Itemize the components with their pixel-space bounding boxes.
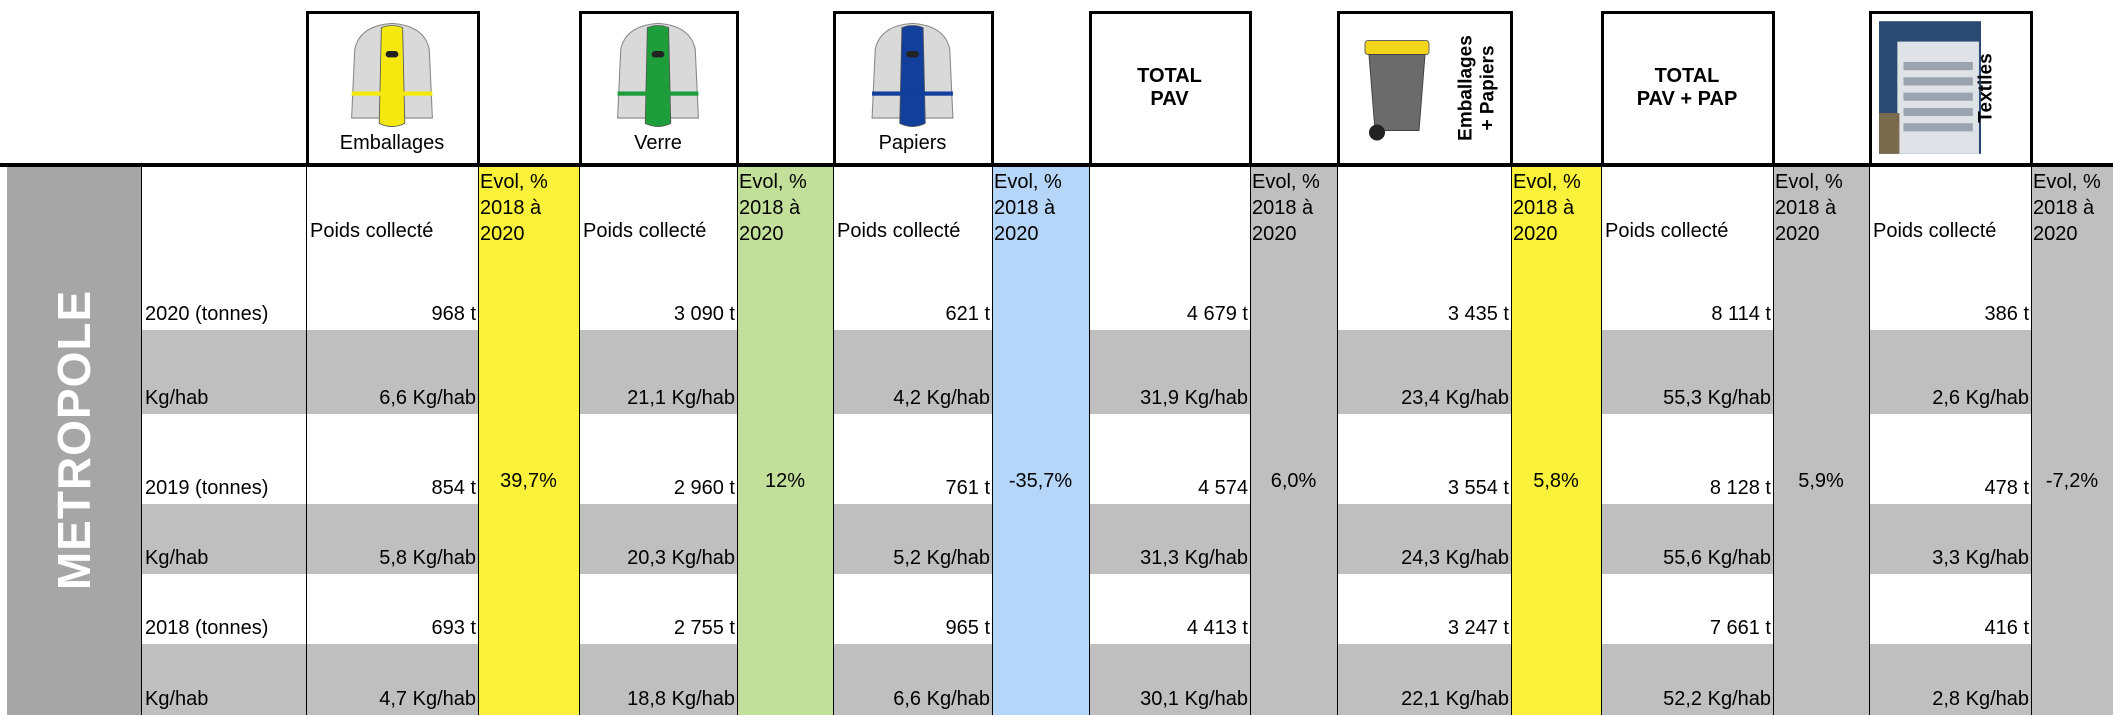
value: 2 755 t (579, 574, 737, 644)
value: 854 t (306, 414, 478, 504)
row-label: 2018 (tonnes) (141, 574, 306, 644)
icon (331, 17, 453, 134)
value: 416 t (1869, 574, 2031, 644)
value: 8 128 t (1601, 414, 1773, 504)
value: 55,3 Kg/hab (1601, 330, 1773, 414)
value: 6,6 Kg/hab (833, 644, 992, 715)
value: 20,3 Kg/hab (579, 504, 737, 574)
weight-label: Poids collecté (306, 164, 478, 247)
header-label: Papiers (833, 132, 992, 160)
evol-value: 6,0% (1250, 247, 1337, 715)
weight-label: Poids collecté (579, 164, 737, 247)
weight-label: Poids collecté (833, 164, 992, 247)
value: 478 t (1869, 414, 2031, 504)
icon (1879, 21, 1981, 154)
value: 2,6 Kg/hab (1869, 330, 2031, 414)
evol-value: 39,7% (478, 247, 579, 715)
region-text: METROPOLE (47, 289, 101, 589)
icon (604, 17, 712, 134)
icon-graphic (858, 17, 967, 134)
row-label: 2020 (tonnes) (141, 247, 306, 330)
page: { "region": "METROPOLE", "row_labels": [… (0, 0, 2113, 715)
value: 3 554 t (1337, 414, 1511, 504)
value: 4 679 t (1089, 247, 1250, 330)
value: 761 t (833, 414, 992, 504)
header-rule (0, 163, 2113, 167)
evol-header: Evol, % 2018 à 2020 (1250, 164, 1337, 247)
evol-header: Evol, % 2018 à 2020 (992, 164, 1089, 247)
value: 968 t (306, 247, 478, 330)
value: 23,4 Kg/hab (1337, 330, 1511, 414)
value: 965 t (833, 574, 992, 644)
evol-header: Evol, % 2018 à 2020 (2031, 164, 2113, 247)
region-label: METROPOLE (7, 164, 141, 715)
icon-graphic (1347, 21, 1447, 154)
evol-header: Evol, % 2018 à 2020 (1511, 164, 1601, 247)
value: 2,8 Kg/hab (1869, 644, 2031, 715)
evol-value: -7,2% (2031, 247, 2113, 715)
value: 3 435 t (1337, 247, 1511, 330)
value: 18,8 Kg/hab (579, 644, 737, 715)
icon-graphic (604, 17, 712, 134)
header-label: Emballages (306, 132, 478, 160)
header-label: TOTAL PAV + PAP (1601, 11, 1773, 164)
value: 4 413 t (1089, 574, 1250, 644)
icon (1347, 21, 1447, 154)
value: 4 574 (1089, 414, 1250, 504)
value: 24,3 Kg/hab (1337, 504, 1511, 574)
value: 21,1 Kg/hab (579, 330, 737, 414)
value: 22,1 Kg/hab (1337, 644, 1511, 715)
weight-label: Poids collecté (1869, 164, 2031, 247)
value: 6,6 Kg/hab (306, 330, 478, 414)
value: 30,1 Kg/hab (1089, 644, 1250, 715)
row-label: Kg/hab (141, 504, 306, 574)
value: 5,2 Kg/hab (833, 504, 992, 574)
weight-label: Poids collecté (1601, 164, 1773, 247)
evol-header: Evol, % 2018 à 2020 (478, 164, 579, 247)
value: 31,9 Kg/hab (1089, 330, 1250, 414)
row-label: Kg/hab (141, 330, 306, 414)
row-label: Kg/hab (141, 644, 306, 715)
evol-header: Evol, % 2018 à 2020 (737, 164, 833, 247)
header-label: Emballages + Papiers (1455, 16, 1503, 159)
value: 4,2 Kg/hab (833, 330, 992, 414)
value: 3 090 t (579, 247, 737, 330)
header-label: TOTAL PAV (1089, 11, 1250, 164)
value: 3 247 t (1337, 574, 1511, 644)
value: 4,7 Kg/hab (306, 644, 478, 715)
header-label: Verre (579, 132, 737, 160)
value: 2 960 t (579, 414, 737, 504)
value: 386 t (1869, 247, 2031, 330)
value: 31,3 Kg/hab (1089, 504, 1250, 574)
header-label: Textiles (1975, 16, 2023, 159)
value: 52,2 Kg/hab (1601, 644, 1773, 715)
value: 621 t (833, 247, 992, 330)
evol-header: Evol, % 2018 à 2020 (1773, 164, 1869, 247)
table-left-border (141, 164, 142, 715)
icon (858, 17, 967, 134)
value: 5,8 Kg/hab (306, 504, 478, 574)
value: 55,6 Kg/hab (1601, 504, 1773, 574)
value: 693 t (306, 574, 478, 644)
evol-value: -35,7% (992, 247, 1089, 715)
value: 8 114 t (1601, 247, 1773, 330)
icon-graphic (1879, 21, 1981, 154)
evol-value: 12% (737, 247, 833, 715)
row-label: 2019 (tonnes) (141, 414, 306, 504)
value: 7 661 t (1601, 574, 1773, 644)
value: 3,3 Kg/hab (1869, 504, 2031, 574)
evol-value: 5,8% (1511, 247, 1601, 715)
icon-graphic (331, 17, 453, 134)
evol-value: 5,9% (1773, 247, 1869, 715)
